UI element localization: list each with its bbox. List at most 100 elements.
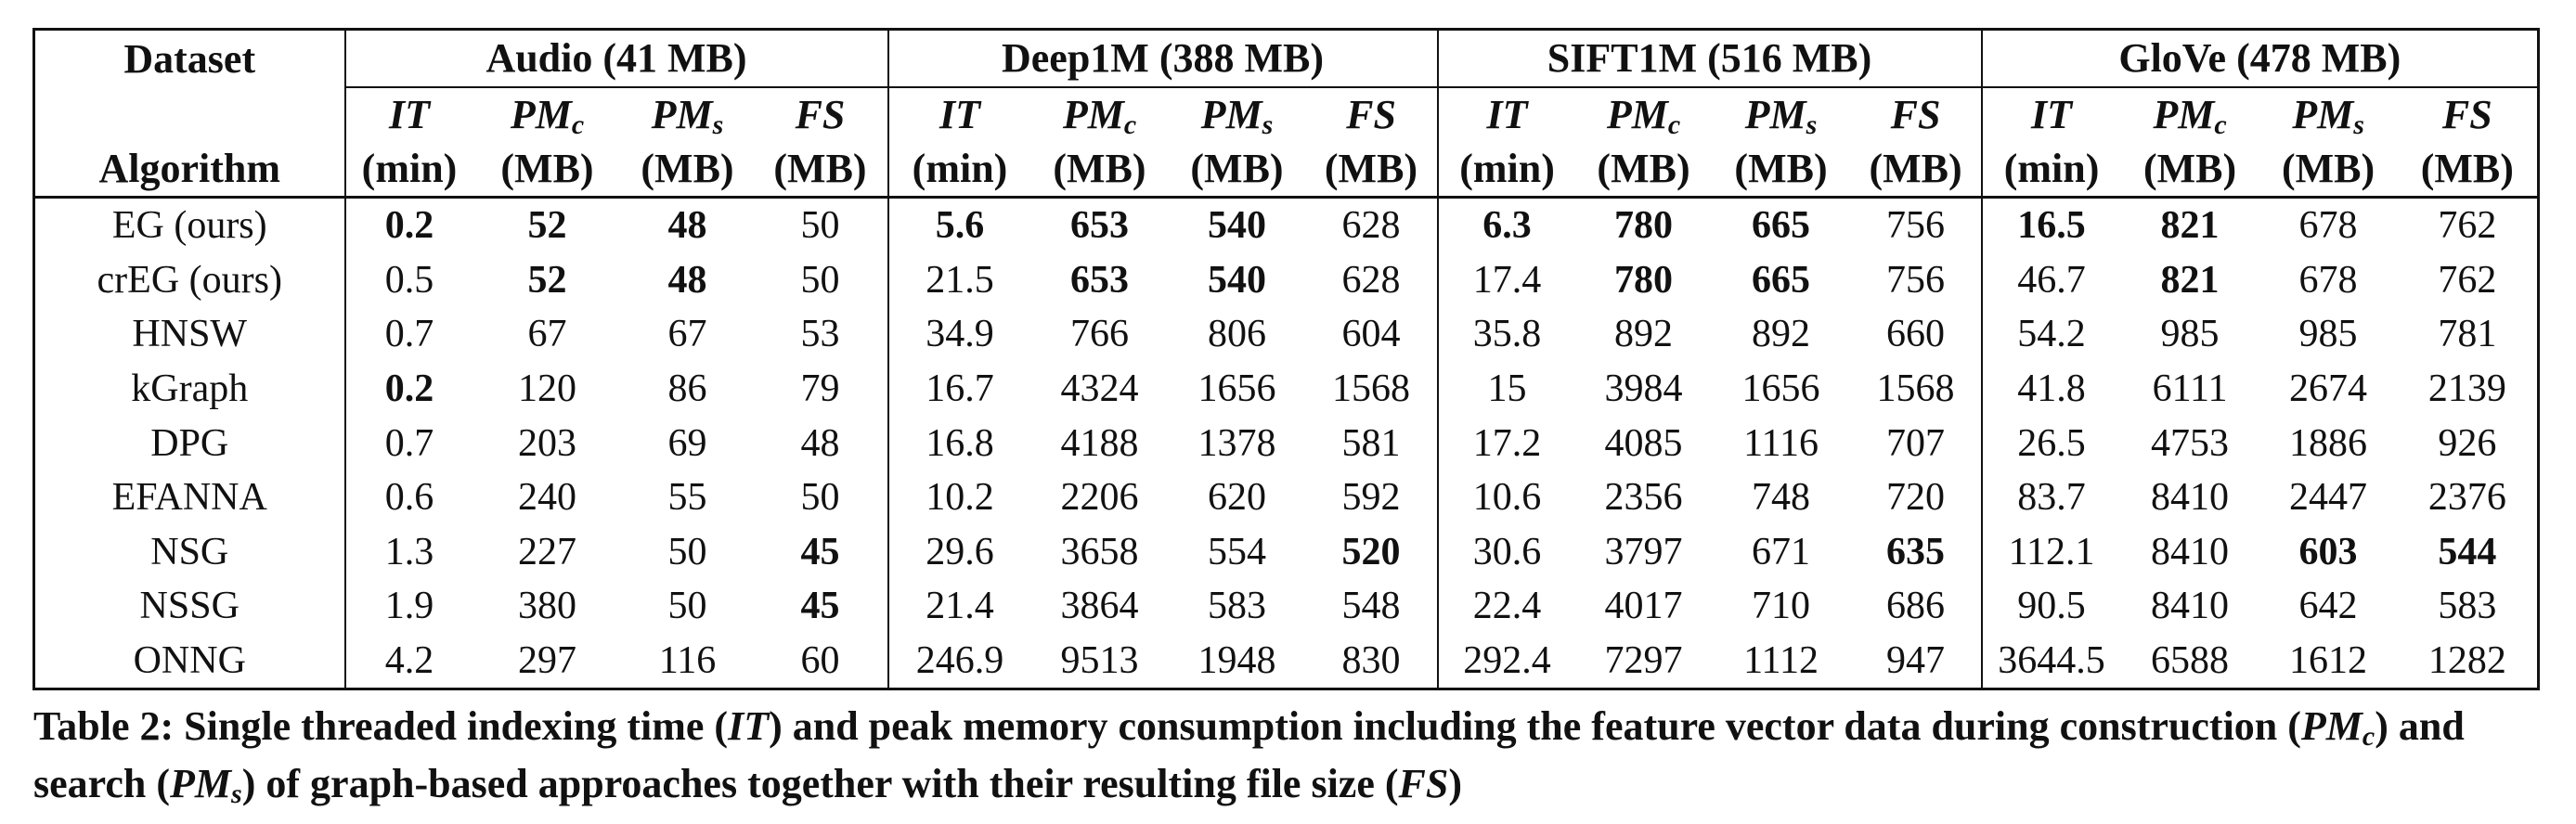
algorithm-name: EG (ours) <box>33 197 346 253</box>
metric-symbol: IT <box>389 92 430 137</box>
caption-text: ) of graph-based approaches together wit… <box>241 761 1399 806</box>
table-cell: 4753 <box>2151 421 2230 465</box>
table-cell: 781 <box>2438 313 2497 356</box>
algorithm-name: NSSG <box>33 579 346 634</box>
table-cell: 642 <box>2298 585 2358 628</box>
table-cell: 79 <box>800 367 840 411</box>
metric-subscript: s <box>712 109 724 140</box>
table-cell: 3797 <box>1604 530 1683 573</box>
dataset-group-header: GloVe (478 MB) <box>1980 29 2539 88</box>
table-cell: 540 <box>1208 204 1266 248</box>
metric-unit: (MB) <box>753 142 888 199</box>
table-cell: 635 <box>1886 530 1946 573</box>
metric-subscript: s <box>1262 109 1274 140</box>
table-cell: 21.5 <box>887 252 1031 308</box>
metric-symbol: IT <box>1486 92 1528 137</box>
metric-unit: (MB) <box>472 142 622 199</box>
results-table: Dataset Audio (41 MB) Deep1M (388 MB) SI… <box>32 28 2541 691</box>
table-cell: 780 <box>1614 258 1674 302</box>
table-cell: 628 <box>1341 258 1401 302</box>
table-cell: 10.2 <box>887 470 1031 525</box>
metric-unit: (MB) <box>1575 142 1712 199</box>
caption-text: ) and peak memory consumption including … <box>769 703 2301 749</box>
dataset-group-header: Audio (41 MB) <box>343 29 888 88</box>
metric-subscript: c <box>1123 109 1137 140</box>
table-cell: 86 <box>667 367 707 411</box>
table-cell: 50 <box>800 258 840 302</box>
table-cell: 45 <box>800 585 840 628</box>
metric-header: IT <box>343 87 473 142</box>
metric-unit: (MB) <box>1030 142 1169 199</box>
table-cell: 678 <box>2298 204 2358 248</box>
metric-header: FS <box>2398 87 2539 142</box>
table-cell: 592 <box>1341 476 1401 520</box>
table-cell: 947 <box>1886 639 1946 683</box>
metric-header-row: IT PMc PMs FS IT PMc PMs FS IT PMc PMs FS IT PMc PMs FS <box>33 87 2539 142</box>
table-cell: 544 <box>2438 530 2497 573</box>
metric-unit: (MB) <box>2259 142 2398 199</box>
metric-symbol: FS <box>795 92 846 137</box>
caption-text: Table 2: Single threaded indexing time ( <box>33 703 729 749</box>
table-cell: 50 <box>800 476 840 520</box>
metric-unit: (MB) <box>1850 142 1982 199</box>
table-cell: 707 <box>1886 421 1946 465</box>
table-cell: 603 <box>2298 530 2358 573</box>
table-cell: 116 <box>658 639 717 683</box>
metric-header: PMs <box>1712 87 1851 142</box>
metric-header: IT <box>887 87 1031 142</box>
metric-symbol: FS <box>1346 92 1396 137</box>
table-cell: 9513 <box>1060 639 1139 683</box>
table-cell: 46.7 <box>1980 252 2121 308</box>
table-cell: 540 <box>1208 258 1266 302</box>
metric-header: FS <box>1851 87 1982 142</box>
metric-unit: (min) <box>343 142 473 199</box>
table-cell: 35.8 <box>1436 307 1576 362</box>
table-cell: 780 <box>1614 204 1674 248</box>
table-row: NSG 1.3 227 50 45 29.6 3658 554 520 30.6 3797 671 63… <box>33 524 2539 580</box>
caption-symbol: IT <box>728 703 770 749</box>
table-row: EFANNA 0.6 240 55 50 10.2 2206 620 592 10.6 2356 74… <box>33 470 2539 525</box>
table-cell: 48 <box>800 421 840 465</box>
table-cell: 1.3 <box>343 524 473 580</box>
table-cell: 50 <box>667 530 707 573</box>
table-cell: 50 <box>667 585 707 628</box>
caption-symbol: FS <box>1398 761 1449 806</box>
table-cell: 3984 <box>1604 367 1683 411</box>
dataset-header: Dataset <box>33 29 346 87</box>
table-cell: 892 <box>1614 313 1674 356</box>
algorithm-header: Algorithm <box>33 142 346 199</box>
table-cell: 246.9 <box>887 633 1031 689</box>
table-cell: 67 <box>527 313 567 356</box>
table-cell: 660 <box>1886 313 1946 356</box>
table-cell: 628 <box>1341 204 1401 248</box>
table-cell: 806 <box>1208 313 1266 356</box>
table-cell: 762 <box>2438 258 2497 302</box>
dataset-group-header: Deep1M (388 MB) <box>887 29 1438 88</box>
metric-symbol: IT <box>939 92 980 137</box>
table-cell: 2356 <box>1604 476 1683 520</box>
table-cell: 1656 <box>1741 367 1820 411</box>
table-cell: 1948 <box>1197 639 1276 683</box>
table-cell: 1282 <box>2427 639 2506 683</box>
table-cell: 756 <box>1886 258 1946 302</box>
metric-header: FS <box>754 87 888 142</box>
table-cell: 1612 <box>2289 639 2368 683</box>
metric-symbol: PM <box>1744 92 1806 137</box>
table-cell: 1886 <box>2289 421 2368 465</box>
table-cell: 2376 <box>2427 476 2506 520</box>
table-cell: 297 <box>518 639 576 683</box>
table-cell: 821 <box>2160 204 2220 248</box>
table-cell: 720 <box>1886 476 1946 520</box>
metric-header: PMc <box>473 87 622 142</box>
table-cell: 29.6 <box>887 524 1031 580</box>
table-cell: 83.7 <box>1980 470 2121 525</box>
table-cell: 50 <box>800 204 840 248</box>
table-cell: 17.2 <box>1436 416 1576 470</box>
table-cell: 548 <box>1341 585 1401 628</box>
table-cell: 1656 <box>1197 367 1276 411</box>
metric-header-spacer <box>33 87 346 142</box>
table-cell: 48 <box>667 258 707 302</box>
metric-subscript: c <box>1667 109 1681 140</box>
table-cell: 1112 <box>1743 639 1819 683</box>
table-caption: Table 2: Single threaded indexing time (… <box>33 698 2540 813</box>
